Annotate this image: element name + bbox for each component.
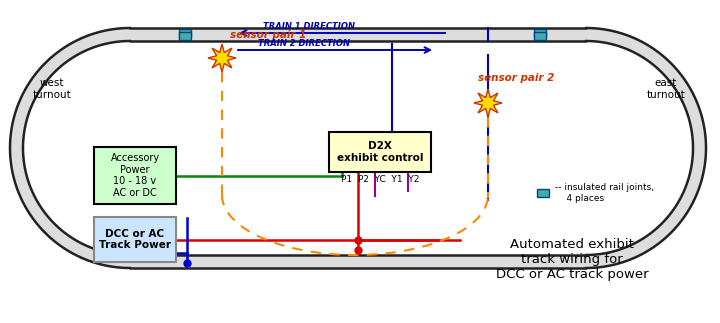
Polygon shape [23,41,693,255]
Polygon shape [474,89,502,117]
Text: sensor pair 1: sensor pair 1 [230,30,307,40]
FancyBboxPatch shape [537,189,549,197]
Text: sensor pair 2: sensor pair 2 [478,73,554,83]
Text: DCC or AC
Track Power: DCC or AC Track Power [99,229,171,250]
Text: TRAIN 1 DIRECTION: TRAIN 1 DIRECTION [263,22,355,31]
FancyBboxPatch shape [534,32,546,40]
Text: west
turnout: west turnout [32,78,71,99]
Polygon shape [208,44,236,72]
Text: Accessory
Power
10 - 18 v
AC or DC: Accessory Power 10 - 18 v AC or DC [110,153,160,198]
FancyBboxPatch shape [179,32,191,40]
FancyBboxPatch shape [329,132,431,172]
FancyBboxPatch shape [534,29,546,37]
Text: -- insulated rail joints,
    4 places: -- insulated rail joints, 4 places [555,183,654,203]
Text: P1  P2  YC  Y1  Y2: P1 P2 YC Y1 Y2 [341,175,419,184]
Text: D2X
exhibit control: D2X exhibit control [337,141,423,163]
Polygon shape [10,28,706,268]
Text: TRAIN 2 DIRECTION: TRAIN 2 DIRECTION [258,39,350,48]
FancyBboxPatch shape [94,217,176,262]
FancyBboxPatch shape [179,29,191,37]
FancyBboxPatch shape [94,147,176,204]
Text: east
turnout: east turnout [647,78,685,99]
Text: Automated exhibit
track wiring for
DCC or AC track power: Automated exhibit track wiring for DCC o… [495,238,648,281]
